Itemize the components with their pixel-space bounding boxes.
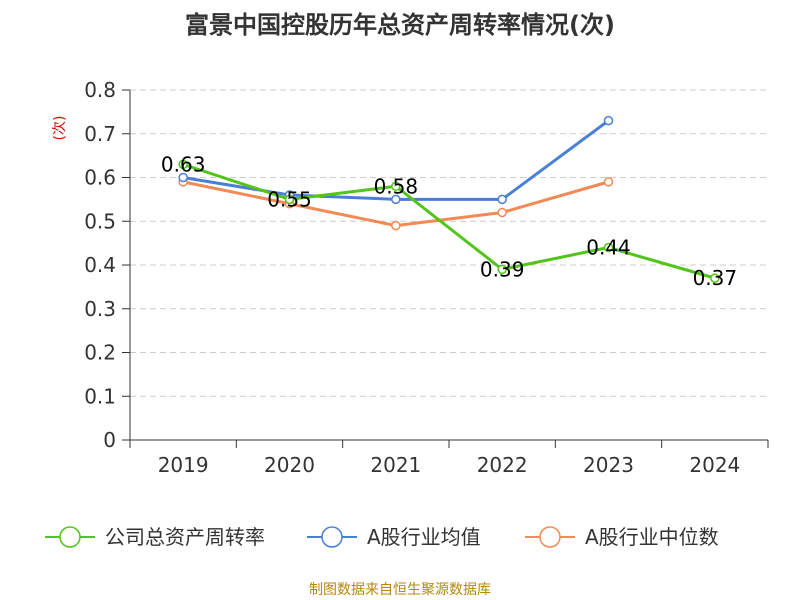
data-point (497, 194, 507, 205)
data-label: 0.39 (480, 257, 525, 281)
grid-lines (130, 89, 768, 397)
legend-marker-icon (539, 526, 561, 548)
legend-label: 公司总资产周转率 (105, 525, 265, 549)
y-tick-label: 0.5 (84, 209, 116, 233)
data-point (178, 159, 188, 170)
legend-item-2: A股行业中位数 (525, 525, 719, 549)
x-tick-label: 2023 (583, 453, 634, 477)
data-label: 0.37 (693, 266, 738, 290)
data-point (603, 242, 614, 253)
y-axis-unit-label: (次) (52, 116, 68, 141)
y-tick-label: 0.2 (84, 341, 116, 365)
legend-label: A股行业均值 (367, 525, 481, 549)
legend-marker-icon (59, 526, 81, 548)
y-tick-label: 0.1 (84, 384, 116, 408)
data-label: 0.58 (374, 174, 419, 198)
data-point (603, 115, 614, 126)
y-tick-label: 0.3 (84, 297, 116, 321)
chart-title: 富景中国控股历年总资产周转率情况(次) (185, 11, 615, 39)
legend-marker-icon (321, 526, 343, 548)
data-point (497, 264, 507, 275)
x-tick-label: 2024 (689, 453, 740, 477)
legend-item-1: A股行业均值 (307, 525, 481, 549)
data-point (391, 194, 401, 205)
legend-item-0: 公司总资产周转率 (45, 525, 265, 549)
y-tick-label: 0.7 (84, 122, 116, 146)
data-point (710, 273, 720, 283)
data-point (178, 172, 188, 183)
data-point (391, 220, 401, 231)
data-label: 0.44 (586, 236, 631, 260)
series-lines (178, 115, 720, 283)
y-tick-label: 0 (103, 428, 116, 452)
x-tick-label: 2019 (158, 453, 209, 477)
x-tick-label: 2020 (264, 453, 315, 477)
legend: 公司总资产周转率 A股行业均值 A股行业中位数 (45, 525, 719, 549)
axes: 0 0.1 0.2 0.3 0.4 0.5 0.6 0.7 0.8 2019 2020 2021 202… (84, 78, 769, 477)
data-point (284, 194, 295, 205)
data-label: 0.55 (267, 187, 312, 211)
series-line (182, 162, 716, 280)
data-label: 0.63 (161, 152, 206, 176)
y-tick-label: 0.6 (84, 166, 116, 190)
data-point (391, 181, 401, 191)
data-point (497, 207, 507, 218)
series-0 (178, 159, 720, 283)
data-point (603, 177, 614, 187)
x-tick-label: 2021 (370, 453, 421, 477)
legend-label: A股行业中位数 (585, 525, 719, 549)
data-labels: 0.63 0.55 0.58 0.39 0.44 0.37 (161, 152, 737, 290)
y-tick-label: 0.4 (84, 253, 116, 277)
source-note: 制图数据来自恒生聚源数据库 (309, 582, 491, 598)
x-tick-label: 2022 (477, 453, 528, 477)
y-tick-label: 0.8 (84, 78, 116, 102)
